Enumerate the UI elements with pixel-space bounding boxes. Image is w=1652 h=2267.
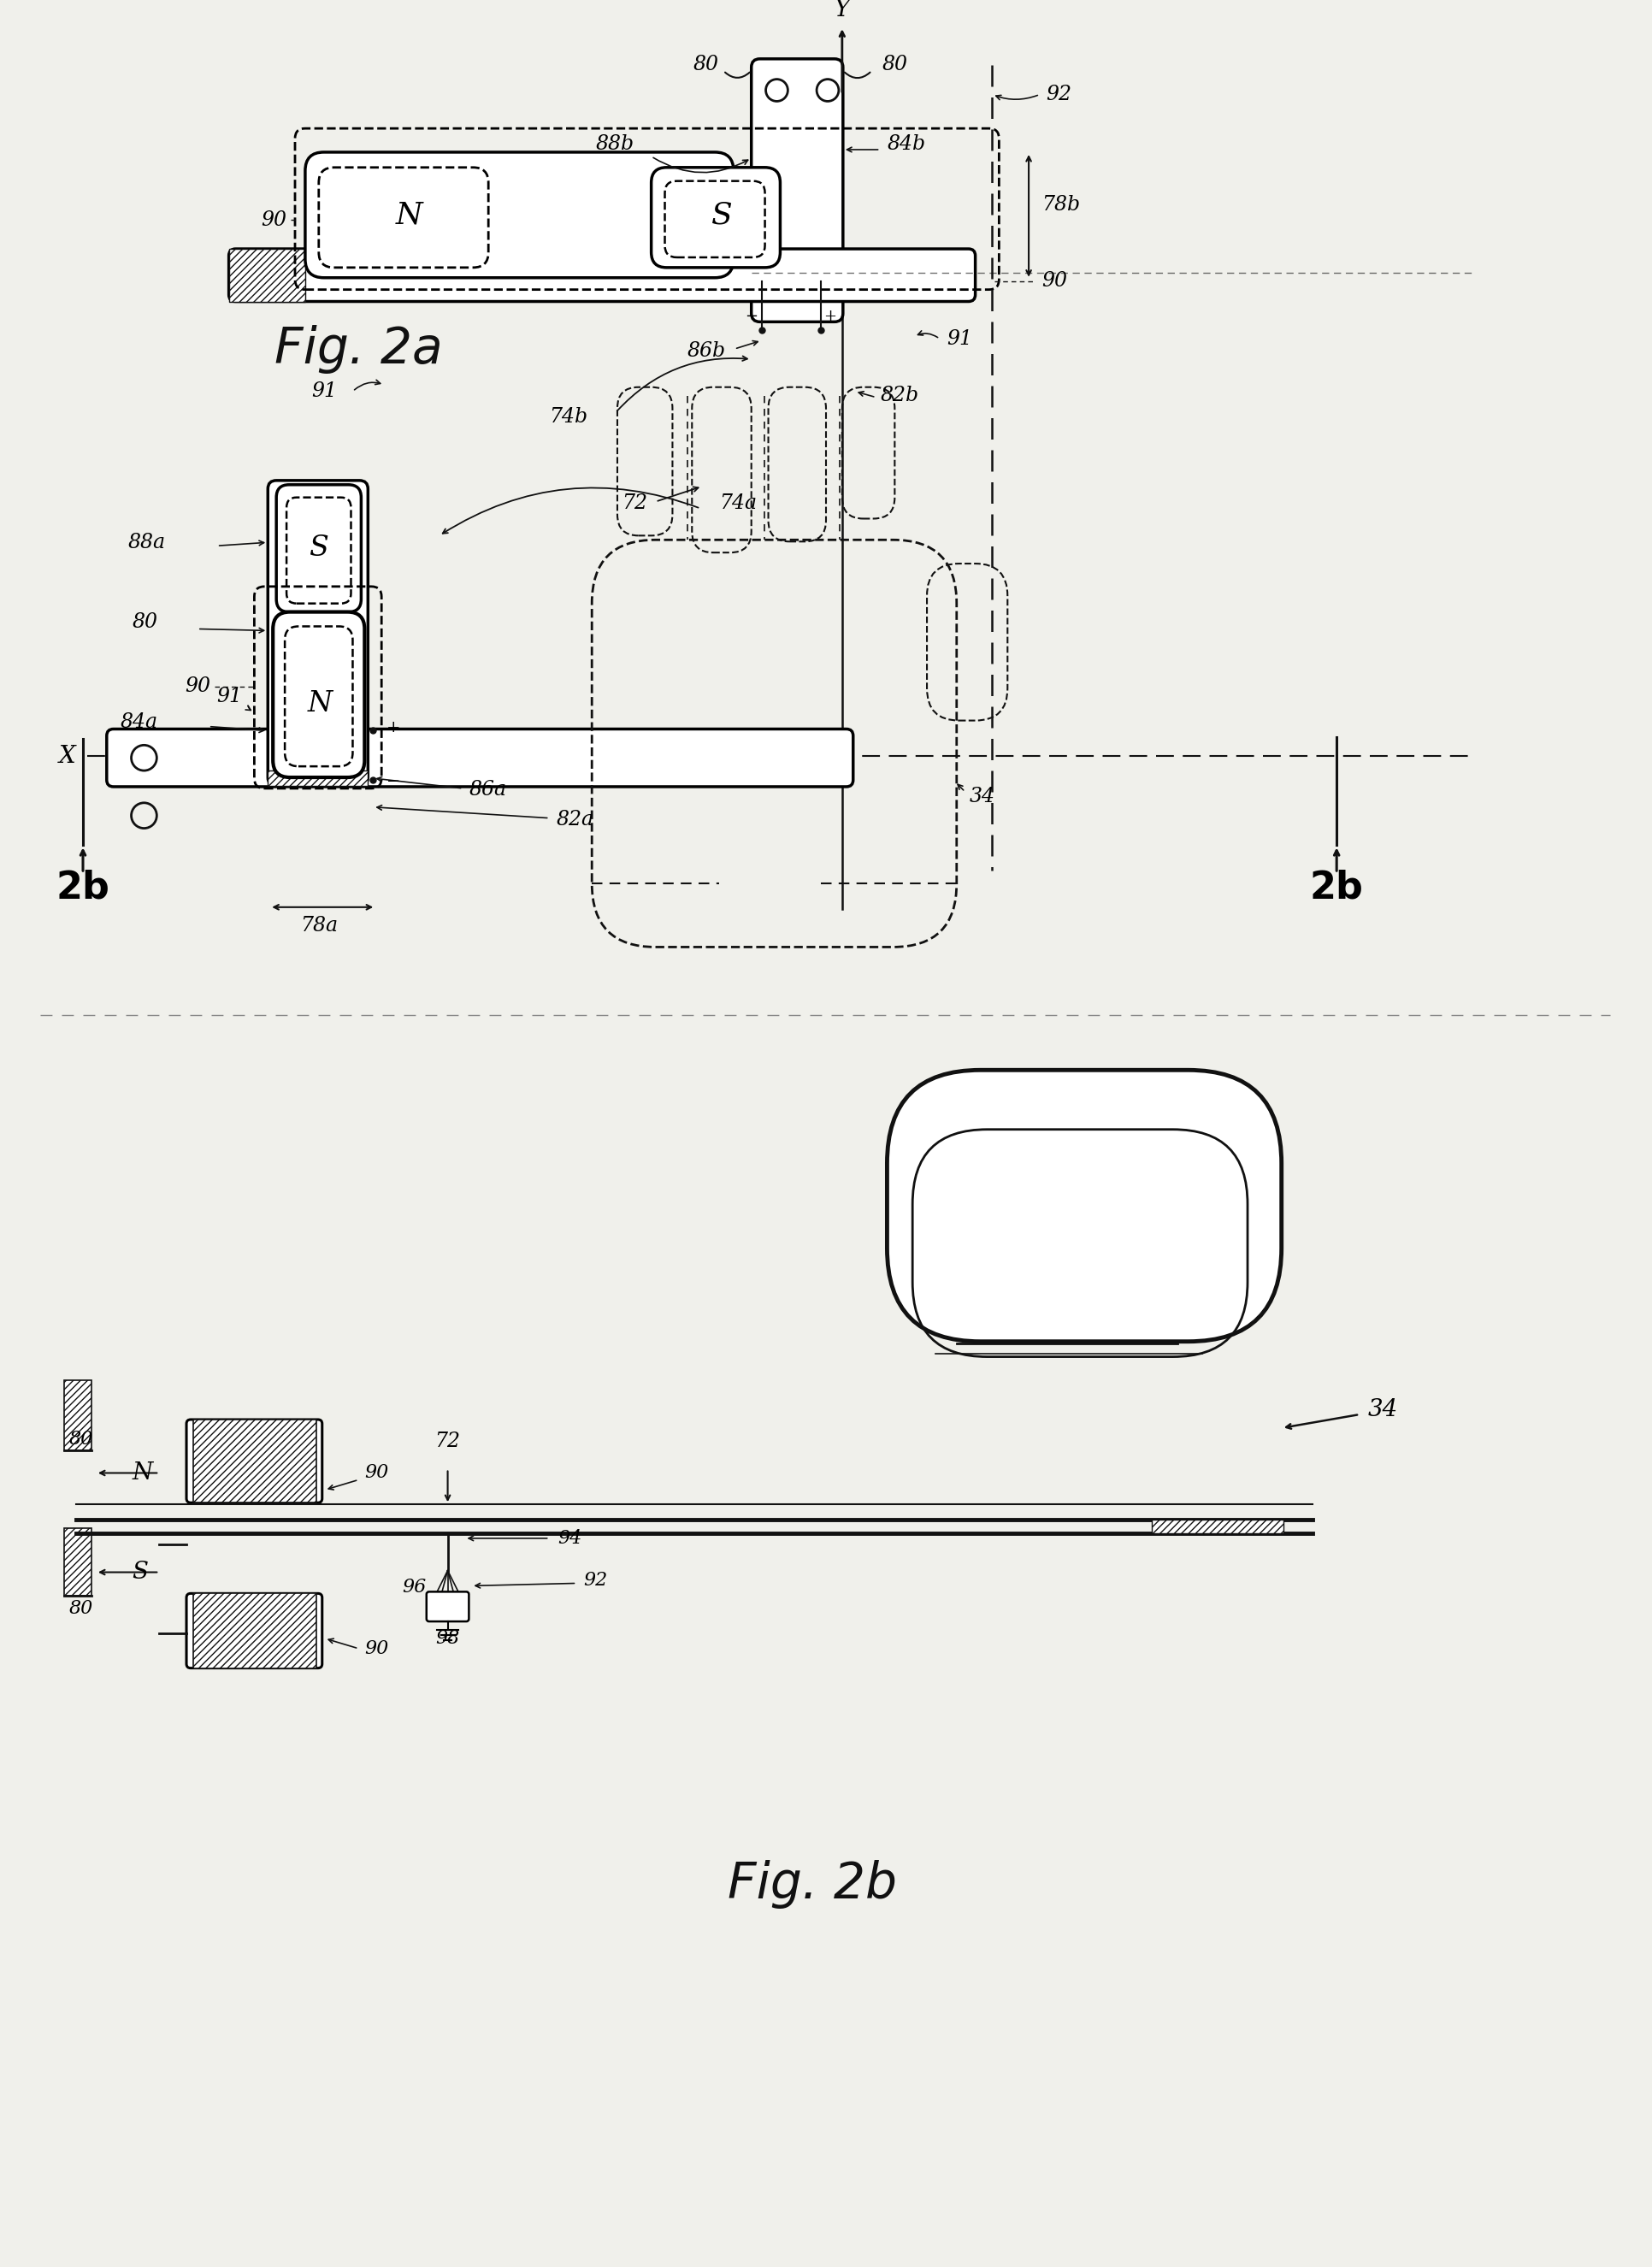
Text: S: S [710, 199, 732, 229]
Text: −: − [745, 308, 758, 324]
Text: 91: 91 [947, 329, 971, 349]
Text: 98: 98 [436, 1630, 459, 1648]
Text: N: N [307, 689, 334, 716]
Text: Fig. 2b: Fig. 2b [729, 1859, 897, 1909]
Text: +: + [387, 719, 401, 735]
Text: 80: 80 [69, 1430, 93, 1449]
Text: 2b: 2b [1310, 868, 1363, 907]
FancyBboxPatch shape [268, 481, 368, 787]
FancyBboxPatch shape [187, 1594, 322, 1669]
Text: 90: 90 [1041, 272, 1067, 290]
Text: 80: 80 [694, 54, 719, 75]
Text: 84a: 84a [121, 712, 157, 732]
Text: 84b: 84b [887, 134, 925, 154]
Text: 91: 91 [312, 381, 337, 401]
FancyBboxPatch shape [887, 1070, 1282, 1342]
FancyBboxPatch shape [752, 59, 843, 322]
Text: 72: 72 [434, 1433, 461, 1451]
Text: 88a: 88a [129, 533, 167, 553]
Text: 90: 90 [261, 211, 286, 229]
Text: 86a: 86a [469, 780, 507, 800]
Text: S: S [309, 535, 329, 562]
Text: Y: Y [834, 0, 851, 20]
FancyBboxPatch shape [306, 152, 733, 279]
Text: 91: 91 [216, 687, 243, 707]
Text: N: N [396, 199, 423, 229]
FancyBboxPatch shape [273, 612, 365, 778]
Text: 80: 80 [882, 54, 907, 75]
FancyBboxPatch shape [276, 485, 362, 612]
Text: 90: 90 [185, 678, 210, 696]
Bar [193, 1594, 316, 1669]
Text: 82a: 82a [557, 809, 595, 830]
Text: 80: 80 [132, 612, 157, 632]
Text: S: S [132, 1560, 149, 1585]
Text: −: − [387, 773, 401, 789]
Text: 90: 90 [365, 1639, 388, 1657]
Text: +: + [823, 308, 836, 324]
Bar [64, 1381, 91, 1451]
Text: 94: 94 [558, 1528, 582, 1548]
Text: 86b: 86b [687, 340, 725, 360]
Bar [268, 771, 368, 787]
Bar [1151, 1519, 1284, 1532]
Text: 2b: 2b [56, 868, 109, 907]
Bar [64, 1528, 91, 1596]
Text: 82b: 82b [881, 385, 919, 406]
Text: 72: 72 [621, 494, 648, 512]
FancyBboxPatch shape [651, 168, 780, 268]
Text: 34: 34 [970, 787, 995, 807]
Bar [230, 249, 306, 302]
Text: 74b: 74b [548, 408, 588, 426]
Text: 74a: 74a [719, 494, 757, 512]
Text: Fig. 2a: Fig. 2a [274, 324, 443, 374]
Text: 96: 96 [403, 1578, 426, 1596]
Text: 78b: 78b [1041, 195, 1080, 215]
FancyBboxPatch shape [230, 249, 975, 302]
FancyBboxPatch shape [426, 1591, 469, 1621]
FancyBboxPatch shape [187, 1419, 322, 1503]
Text: X: X [59, 744, 76, 769]
Text: 34: 34 [1368, 1399, 1398, 1421]
Text: 90: 90 [365, 1464, 388, 1483]
Text: 88b: 88b [596, 134, 634, 154]
FancyBboxPatch shape [107, 730, 852, 787]
Text: 80: 80 [69, 1598, 93, 1619]
Text: 78a: 78a [301, 916, 337, 936]
Text: 92: 92 [1046, 84, 1072, 104]
Text: N: N [132, 1462, 154, 1485]
Text: 92: 92 [583, 1571, 608, 1589]
Bar [193, 1419, 316, 1503]
